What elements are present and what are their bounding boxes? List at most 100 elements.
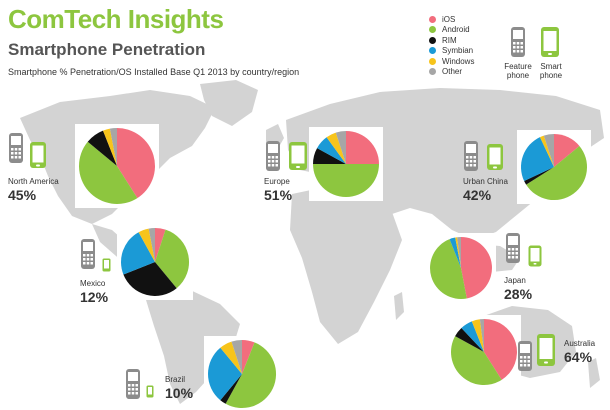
pie-slice-north-america-ios: [117, 128, 155, 199]
region-label-australia: Australia: [564, 339, 596, 348]
penetration-value-brazil: 10%: [165, 385, 194, 401]
pie-slice-europe-rim: [313, 148, 346, 164]
pie-slice-brazil-rim: [220, 374, 242, 404]
penetration-value-japan: 28%: [504, 286, 533, 302]
penetration-value-urban-china: 42%: [463, 187, 492, 203]
penetration-value-mexico: 12%: [80, 289, 109, 305]
legend-item-other: Other: [429, 67, 474, 78]
pie-slice-urban-china-rim: [524, 167, 554, 185]
pie-slice-europe-ios: [346, 131, 379, 164]
legend-item-ios: iOS: [429, 14, 474, 25]
madagascar-landmass: [394, 292, 404, 320]
chart-caption: Smartphone % Penetration/OS Installed Ba…: [8, 67, 300, 77]
legend-swatch: [429, 68, 436, 76]
greenland-landmass: [200, 80, 258, 126]
chart-title: Smartphone Penetration: [8, 40, 206, 59]
smart-phone-icon: [146, 385, 154, 398]
pie-slice-europe-symbian: [317, 137, 346, 164]
pie-slice-urban-china-other: [543, 134, 554, 167]
smart-phone-icon: [102, 258, 111, 272]
feature-phone-icon: [464, 141, 478, 171]
region-label-europe: Europe: [264, 177, 290, 186]
pie-slice-europe-other: [335, 131, 346, 164]
pie-slice-brazil-android: [225, 342, 277, 409]
legend-label: Other: [442, 67, 463, 77]
legend-item-android: Android: [429, 25, 474, 36]
region-label-north-america: North America: [8, 177, 59, 186]
region-label-brazil: Brazil: [165, 375, 186, 384]
penetration-value-europe: 51%: [264, 187, 293, 203]
pie-slice-australia-windows: [471, 319, 484, 352]
brand-title: ComTech Insights: [8, 4, 224, 34]
pie-slice-mexico-ios: [155, 228, 166, 262]
pie-slice-mexico-windows: [138, 228, 155, 262]
pie-slice-north-america-rim: [87, 130, 117, 166]
legend-item-windows: Windows: [429, 56, 474, 67]
pie-slice-australia-android: [450, 336, 502, 385]
feature-phone-icon: [506, 233, 520, 263]
pie-slice-mexico-rim: [123, 262, 177, 296]
pie-slice-mexico-symbian: [121, 232, 155, 275]
pie-slice-australia-ios: [484, 319, 517, 380]
legend-swatch: [429, 15, 436, 23]
pie-slice-mexico-other: [148, 228, 155, 262]
pie-slice-australia-other: [479, 319, 484, 352]
pie-slice-north-america-windows: [103, 128, 117, 166]
pie-slice-urban-china-windows: [539, 135, 554, 167]
region-label-japan: Japan: [504, 276, 526, 285]
region-label-mexico: Mexico: [80, 279, 106, 288]
feature-phone-icon: [9, 133, 23, 163]
pie-slice-brazil-other: [231, 340, 242, 374]
smart-phone-label: Smart phone: [539, 62, 563, 80]
legend-swatch: [429, 36, 436, 44]
feature-phone-icon: [511, 27, 525, 57]
pie-slice-japan-windows: [455, 237, 461, 268]
legend-swatch: [429, 26, 436, 34]
africa-landmass: [290, 186, 402, 344]
pie-slice-north-america-other: [109, 128, 117, 166]
smart-phone-icon: [30, 142, 46, 168]
pie-slice-urban-china-ios: [554, 134, 580, 167]
legend-label: iOS: [442, 14, 456, 24]
pie-slice-japan-symbian: [449, 237, 461, 268]
legend-swatch: [429, 57, 436, 65]
pie-slice-brazil-windows: [220, 341, 242, 374]
smart-phone-icon: [487, 144, 503, 170]
pie-slice-japan-other: [457, 236, 461, 268]
feature-phone-icon: [126, 369, 140, 399]
feature-phone-icon: [81, 239, 95, 269]
legend-label: Windows: [442, 56, 475, 66]
legend: iOS Android RIM Symbian Windows Other: [429, 14, 474, 77]
legend-item-rim: RIM: [429, 35, 474, 46]
south-america-landmass: [146, 282, 240, 404]
pie-slice-europe-windows: [326, 132, 346, 164]
new-zealand-landmass: [588, 358, 600, 388]
smart-phone-icon: [289, 142, 307, 170]
pie-slice-japan-ios: [461, 237, 492, 299]
feature-phone-label: Feature phone: [504, 62, 532, 80]
pie-slice-urban-china-symbian: [520, 137, 554, 182]
pie-slice-brazil-ios: [242, 340, 255, 374]
legend-label: RIM: [442, 35, 457, 45]
smart-phone-icon: [537, 334, 555, 366]
pie-slice-urban-china-android: [526, 145, 588, 201]
legend-swatch: [429, 47, 436, 55]
legend-label: Android: [442, 25, 470, 35]
smart-phone-icon: [528, 245, 542, 267]
penetration-value-north-america: 45%: [8, 187, 37, 203]
pie-slice-australia-symbian: [461, 321, 484, 352]
pie-slice-australia-rim: [455, 327, 484, 352]
feature-phone-icon: [266, 141, 280, 171]
legend-label: Symbian: [442, 46, 474, 56]
legend-item-symbian: Symbian: [429, 46, 474, 57]
pie-slice-north-america-android: [79, 141, 138, 204]
smart-phone-icon: [541, 27, 559, 57]
penetration-value-australia: 64%: [564, 349, 593, 365]
pie-slice-japan-android: [430, 239, 467, 299]
pie-slice-brazil-symbian: [207, 347, 242, 401]
pie-slice-mexico-android: [155, 229, 190, 289]
region-label-urban-china: Urban China: [463, 177, 508, 186]
pie-slice-europe-android: [313, 164, 379, 197]
